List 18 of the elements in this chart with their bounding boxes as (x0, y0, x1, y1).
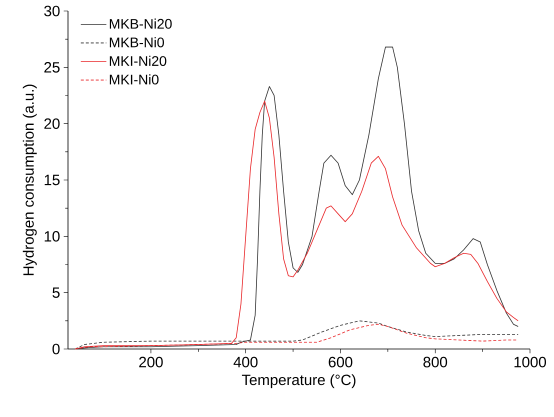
y-tick-label: 20 (44, 118, 60, 129)
y-tick-label: 30 (44, 6, 60, 16)
legend-label: MKI-Ni0 (110, 74, 159, 85)
y-tick-label: 25 (44, 62, 60, 73)
x-tick-label: 200 (139, 356, 163, 368)
y-axis-title: Hydrogen consumption (a.u.) (22, 84, 37, 276)
x-tick-label: 400 (234, 356, 258, 368)
legend-label: MKB-Ni20 (110, 18, 172, 29)
x-tick-label: 1000 (514, 356, 546, 368)
x-tick-label: 600 (328, 356, 352, 368)
legend-label: MKB-Ni0 (110, 37, 164, 48)
y-tick-label: 5 (52, 287, 60, 298)
y-tick-label: 15 (44, 174, 60, 186)
x-axis-title: Temperature (°C) (242, 374, 356, 388)
legend-label: MKI-Ni20 (110, 56, 166, 66)
y-tick-label: 0 (52, 344, 60, 354)
x-tick-label: 800 (423, 356, 448, 368)
y-tick-label: 10 (44, 231, 60, 242)
